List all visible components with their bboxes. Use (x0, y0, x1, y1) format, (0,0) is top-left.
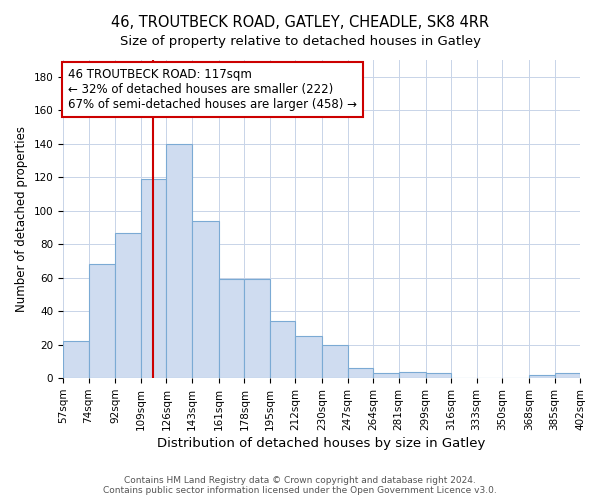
Bar (322, 344, 348, 378)
Bar (89, 264, 115, 378)
Bar (398, 372, 425, 378)
Bar (348, 368, 373, 378)
Bar (529, 375, 554, 378)
Bar (141, 179, 166, 378)
Text: 46, TROUTBECK ROAD, GATLEY, CHEADLE, SK8 4RR: 46, TROUTBECK ROAD, GATLEY, CHEADLE, SK8… (111, 15, 489, 30)
Bar (166, 144, 192, 378)
Bar (192, 221, 219, 378)
X-axis label: Distribution of detached houses by size in Gatley: Distribution of detached houses by size … (157, 437, 486, 450)
Y-axis label: Number of detached properties: Number of detached properties (15, 126, 28, 312)
Bar (115, 232, 141, 378)
Bar (554, 373, 580, 378)
Bar (244, 280, 270, 378)
Bar (270, 322, 295, 378)
Bar (63, 342, 89, 378)
Text: Contains HM Land Registry data © Crown copyright and database right 2024.
Contai: Contains HM Land Registry data © Crown c… (103, 476, 497, 495)
Bar (425, 373, 451, 378)
Bar (219, 280, 244, 378)
Bar (295, 336, 322, 378)
Text: 46 TROUTBECK ROAD: 117sqm
← 32% of detached houses are smaller (222)
67% of semi: 46 TROUTBECK ROAD: 117sqm ← 32% of detac… (68, 68, 357, 111)
Bar (373, 373, 398, 378)
Text: Size of property relative to detached houses in Gatley: Size of property relative to detached ho… (119, 35, 481, 48)
